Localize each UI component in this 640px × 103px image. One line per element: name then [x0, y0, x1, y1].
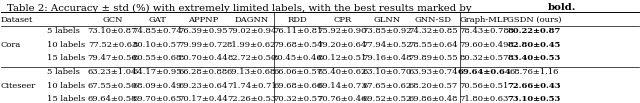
- Text: 15 labels: 15 labels: [47, 95, 86, 103]
- Text: 70.76±0.46: 70.76±0.46: [317, 95, 367, 103]
- Text: GCN: GCN: [102, 16, 123, 24]
- Text: 77.52±0.63: 77.52±0.63: [88, 41, 137, 49]
- Text: GNN-SD: GNN-SD: [415, 16, 452, 24]
- Text: GLNN: GLNN: [374, 16, 401, 24]
- Text: 72.26±0.53: 72.26±0.53: [227, 95, 276, 103]
- Text: 69.86±0.48: 69.86±0.48: [408, 95, 458, 103]
- Text: 73.10±0.87: 73.10±0.87: [88, 27, 137, 35]
- Text: 67.55±0.50: 67.55±0.50: [88, 82, 137, 90]
- Text: 69.13±0.68: 69.13±0.68: [227, 68, 276, 76]
- Text: 80.45±0.46: 80.45±0.46: [273, 54, 323, 62]
- Text: 80.12±0.51: 80.12±0.51: [317, 54, 367, 62]
- Text: 79.60±0.49: 79.60±0.49: [460, 41, 509, 49]
- Text: Citeseer: Citeseer: [1, 82, 36, 90]
- Text: 76.39±0.95: 76.39±0.95: [179, 27, 228, 35]
- Text: 69.52±0.52: 69.52±0.52: [362, 95, 412, 103]
- Text: 79.47±0.56: 79.47±0.56: [88, 54, 137, 62]
- Text: 73.85±0.92: 73.85±0.92: [362, 27, 412, 35]
- Text: 5 labels: 5 labels: [47, 68, 80, 76]
- Text: RDD: RDD: [288, 16, 308, 24]
- Text: 71.74±0.71: 71.74±0.71: [227, 82, 276, 90]
- Text: 83.40±0.53: 83.40±0.53: [508, 54, 561, 62]
- Text: 69.68±0.66: 69.68±0.66: [273, 82, 322, 90]
- Text: 67.65±0.62: 67.65±0.62: [362, 82, 412, 90]
- Text: 80.10±0.57: 80.10±0.57: [132, 41, 182, 49]
- Text: 69.64±0.64: 69.64±0.64: [457, 68, 511, 76]
- Text: 79.68±0.54: 79.68±0.54: [273, 41, 323, 49]
- Text: 10 labels: 10 labels: [47, 41, 85, 49]
- Text: Cora: Cora: [1, 41, 21, 49]
- Text: 79.20±0.64: 79.20±0.64: [317, 41, 367, 49]
- Text: 69.23±0.64: 69.23±0.64: [179, 82, 228, 90]
- Text: GAT: GAT: [148, 16, 166, 24]
- Text: 66.06±0.57: 66.06±0.57: [273, 68, 322, 76]
- Text: 77.94±0.52: 77.94±0.52: [362, 41, 412, 49]
- Text: 79.16±0.48: 79.16±0.48: [362, 54, 412, 62]
- Text: 70.17±0.44: 70.17±0.44: [179, 95, 228, 103]
- Text: 72.66±0.43: 72.66±0.43: [507, 82, 561, 90]
- Text: Dataset: Dataset: [1, 16, 33, 24]
- Text: 63.93±0.74: 63.93±0.74: [408, 68, 458, 76]
- Text: 66.28±0.88: 66.28±0.88: [179, 68, 228, 76]
- Text: 70.32±0.57: 70.32±0.57: [273, 95, 323, 103]
- Text: 76.11±0.81: 76.11±0.81: [273, 27, 323, 35]
- Text: DAGNN: DAGNN: [234, 16, 269, 24]
- Text: 81.99±0.62: 81.99±0.62: [227, 41, 276, 49]
- Text: 70.56±0.51: 70.56±0.51: [460, 82, 509, 90]
- Text: Graph-MLP: Graph-MLP: [460, 16, 509, 24]
- Text: CPR: CPR: [333, 16, 351, 24]
- Text: 79.02±0.94: 79.02±0.94: [227, 27, 276, 35]
- Text: 82.80±0.45: 82.80±0.45: [508, 41, 561, 49]
- Text: 10 labels: 10 labels: [47, 82, 85, 90]
- Text: Table 2: Accuracy ± std (%) with extremely limited labels, with the best results: Table 2: Accuracy ± std (%) with extreme…: [7, 4, 475, 13]
- Text: 63.23±1.04: 63.23±1.04: [88, 68, 137, 76]
- Text: APPNP: APPNP: [188, 16, 218, 24]
- Text: 79.89±0.55: 79.89±0.55: [408, 54, 458, 62]
- Text: 68.20±0.57: 68.20±0.57: [408, 82, 458, 90]
- Text: 74.85±0.74: 74.85±0.74: [132, 27, 182, 35]
- Text: 69.70±0.65: 69.70±0.65: [132, 95, 182, 103]
- Text: 15 labels: 15 labels: [47, 54, 86, 62]
- Text: 65.40±0.62: 65.40±0.62: [317, 68, 367, 76]
- Text: 79.99±0.72: 79.99±0.72: [179, 41, 228, 49]
- Text: 64.17±0.95: 64.17±0.95: [132, 68, 182, 76]
- Text: 69.14±0.73: 69.14±0.73: [317, 82, 367, 90]
- Text: 82.72±0.50: 82.72±0.50: [227, 54, 276, 62]
- Text: 68.76±1.16: 68.76±1.16: [509, 68, 559, 76]
- Text: 68.09±0.49: 68.09±0.49: [132, 82, 182, 90]
- Text: 80.22±0.87: 80.22±0.87: [508, 27, 561, 35]
- Text: 78.55±0.64: 78.55±0.64: [408, 41, 458, 49]
- Text: 80.55±0.68: 80.55±0.68: [132, 54, 182, 62]
- Text: 71.80±0.63: 71.80±0.63: [460, 95, 509, 103]
- Text: 75.92±0.90: 75.92±0.90: [317, 27, 367, 35]
- Text: 5 labels: 5 labels: [47, 27, 80, 35]
- Text: 78.43±0.78: 78.43±0.78: [460, 27, 509, 35]
- Text: GSDN (ours): GSDN (ours): [507, 16, 561, 24]
- Text: 63.10±0.70: 63.10±0.70: [362, 68, 412, 76]
- Text: 80.70±0.44: 80.70±0.44: [179, 54, 228, 62]
- Text: 80.32±0.57: 80.32±0.57: [460, 54, 509, 62]
- Text: 73.10±0.53: 73.10±0.53: [508, 95, 561, 103]
- Text: 74.32±0.85: 74.32±0.85: [408, 27, 458, 35]
- Text: 69.64±0.58: 69.64±0.58: [88, 95, 137, 103]
- Text: bold.: bold.: [547, 4, 576, 12]
